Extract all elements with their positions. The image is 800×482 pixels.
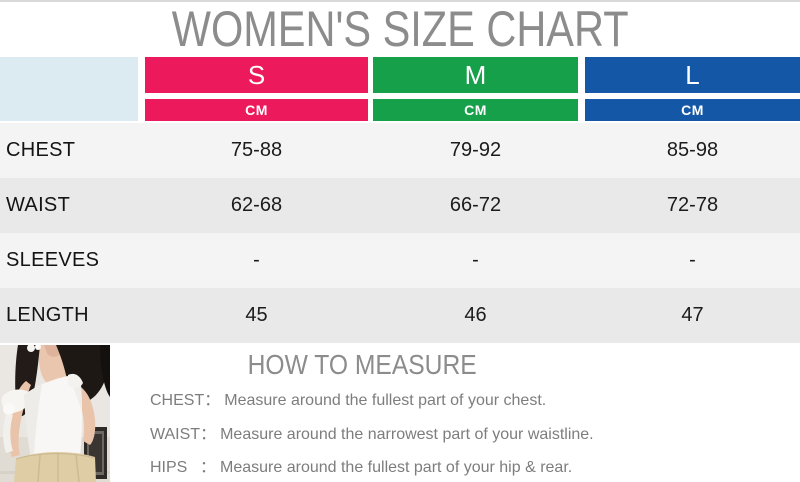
cell-chest-l: 85-98 <box>666 139 719 161</box>
cell-sleeves-m: - <box>472 249 479 271</box>
measure-instruction-waist: WAIST： Measure around the narrowest part … <box>150 420 594 444</box>
size-label-s: S <box>145 57 368 93</box>
cell-chest-s: 75-88 <box>230 139 283 161</box>
measure-text: Measure around the fullest part of your … <box>224 392 547 409</box>
measure-text: Measure around the narrowest part of you… <box>220 426 594 443</box>
how-to-measure-heading: HOW TO MEASURE <box>212 348 512 382</box>
measure-colon: ： <box>200 426 217 443</box>
table-row-sleeves: SLEEVES - - - <box>0 233 800 288</box>
cell-length-s: 45 <box>245 304 268 326</box>
cell-waist-l: 72-78 <box>666 194 719 216</box>
measure-colon: ： <box>204 392 221 409</box>
cell-waist-s: 62-68 <box>230 194 283 216</box>
measure-instruction-chest: CHEST： Measure around the fullest part of… <box>150 386 546 410</box>
measure-text: Measure around the fullest part of your … <box>220 459 573 476</box>
cell-length-l: 47 <box>681 304 704 326</box>
model-photo-illustration <box>0 345 110 482</box>
top-divider <box>0 0 800 2</box>
cell-sleeves-l: - <box>689 249 696 271</box>
corner-cell <box>0 57 138 121</box>
cell-sleeves-s: - <box>253 249 260 271</box>
cell-waist-m: 66-72 <box>449 194 502 216</box>
how-to-measure-heading-text: HOW TO MEASURE <box>247 349 477 380</box>
row-header: WAIST <box>6 194 71 216</box>
row-header: LENGTH <box>6 304 89 326</box>
measure-label: HIPS <box>150 459 188 476</box>
unit-label-s: CM <box>145 99 368 121</box>
table-row-waist: WAIST 62-68 66-72 72-78 <box>0 178 800 233</box>
size-label-l: L <box>585 57 800 93</box>
table-row-chest: CHEST 75-88 79-92 85-98 <box>0 123 800 178</box>
size-chart-header: S CM M CM L CM <box>0 57 800 121</box>
measure-label: WAIST <box>150 426 201 443</box>
cell-chest-m: 79-92 <box>449 139 502 161</box>
unit-label-m: CM <box>373 99 578 121</box>
column-header-l: L CM <box>585 57 800 121</box>
page-title-text: WOMEN'S SIZE CHART <box>171 1 629 57</box>
size-chart-body: CHEST 75-88 79-92 85-98 WAIST 62-68 66-7… <box>0 123 800 343</box>
measure-instruction-hips: HIPS ： Measure around the fullest part of … <box>150 453 572 477</box>
page-title: WOMEN'S SIZE CHART <box>0 2 800 57</box>
column-header-m: M CM <box>373 57 578 121</box>
size-label-m: M <box>373 57 578 93</box>
measure-label: CHEST <box>150 392 205 409</box>
cell-length-m: 46 <box>464 304 487 326</box>
unit-label-l: CM <box>585 99 800 121</box>
row-header: SLEEVES <box>6 249 100 271</box>
row-header: CHEST <box>6 139 76 161</box>
model-photo <box>0 345 110 482</box>
measure-colon: ： <box>200 459 217 476</box>
table-row-length: LENGTH 45 46 47 <box>0 288 800 343</box>
column-header-s: S CM <box>145 57 368 121</box>
